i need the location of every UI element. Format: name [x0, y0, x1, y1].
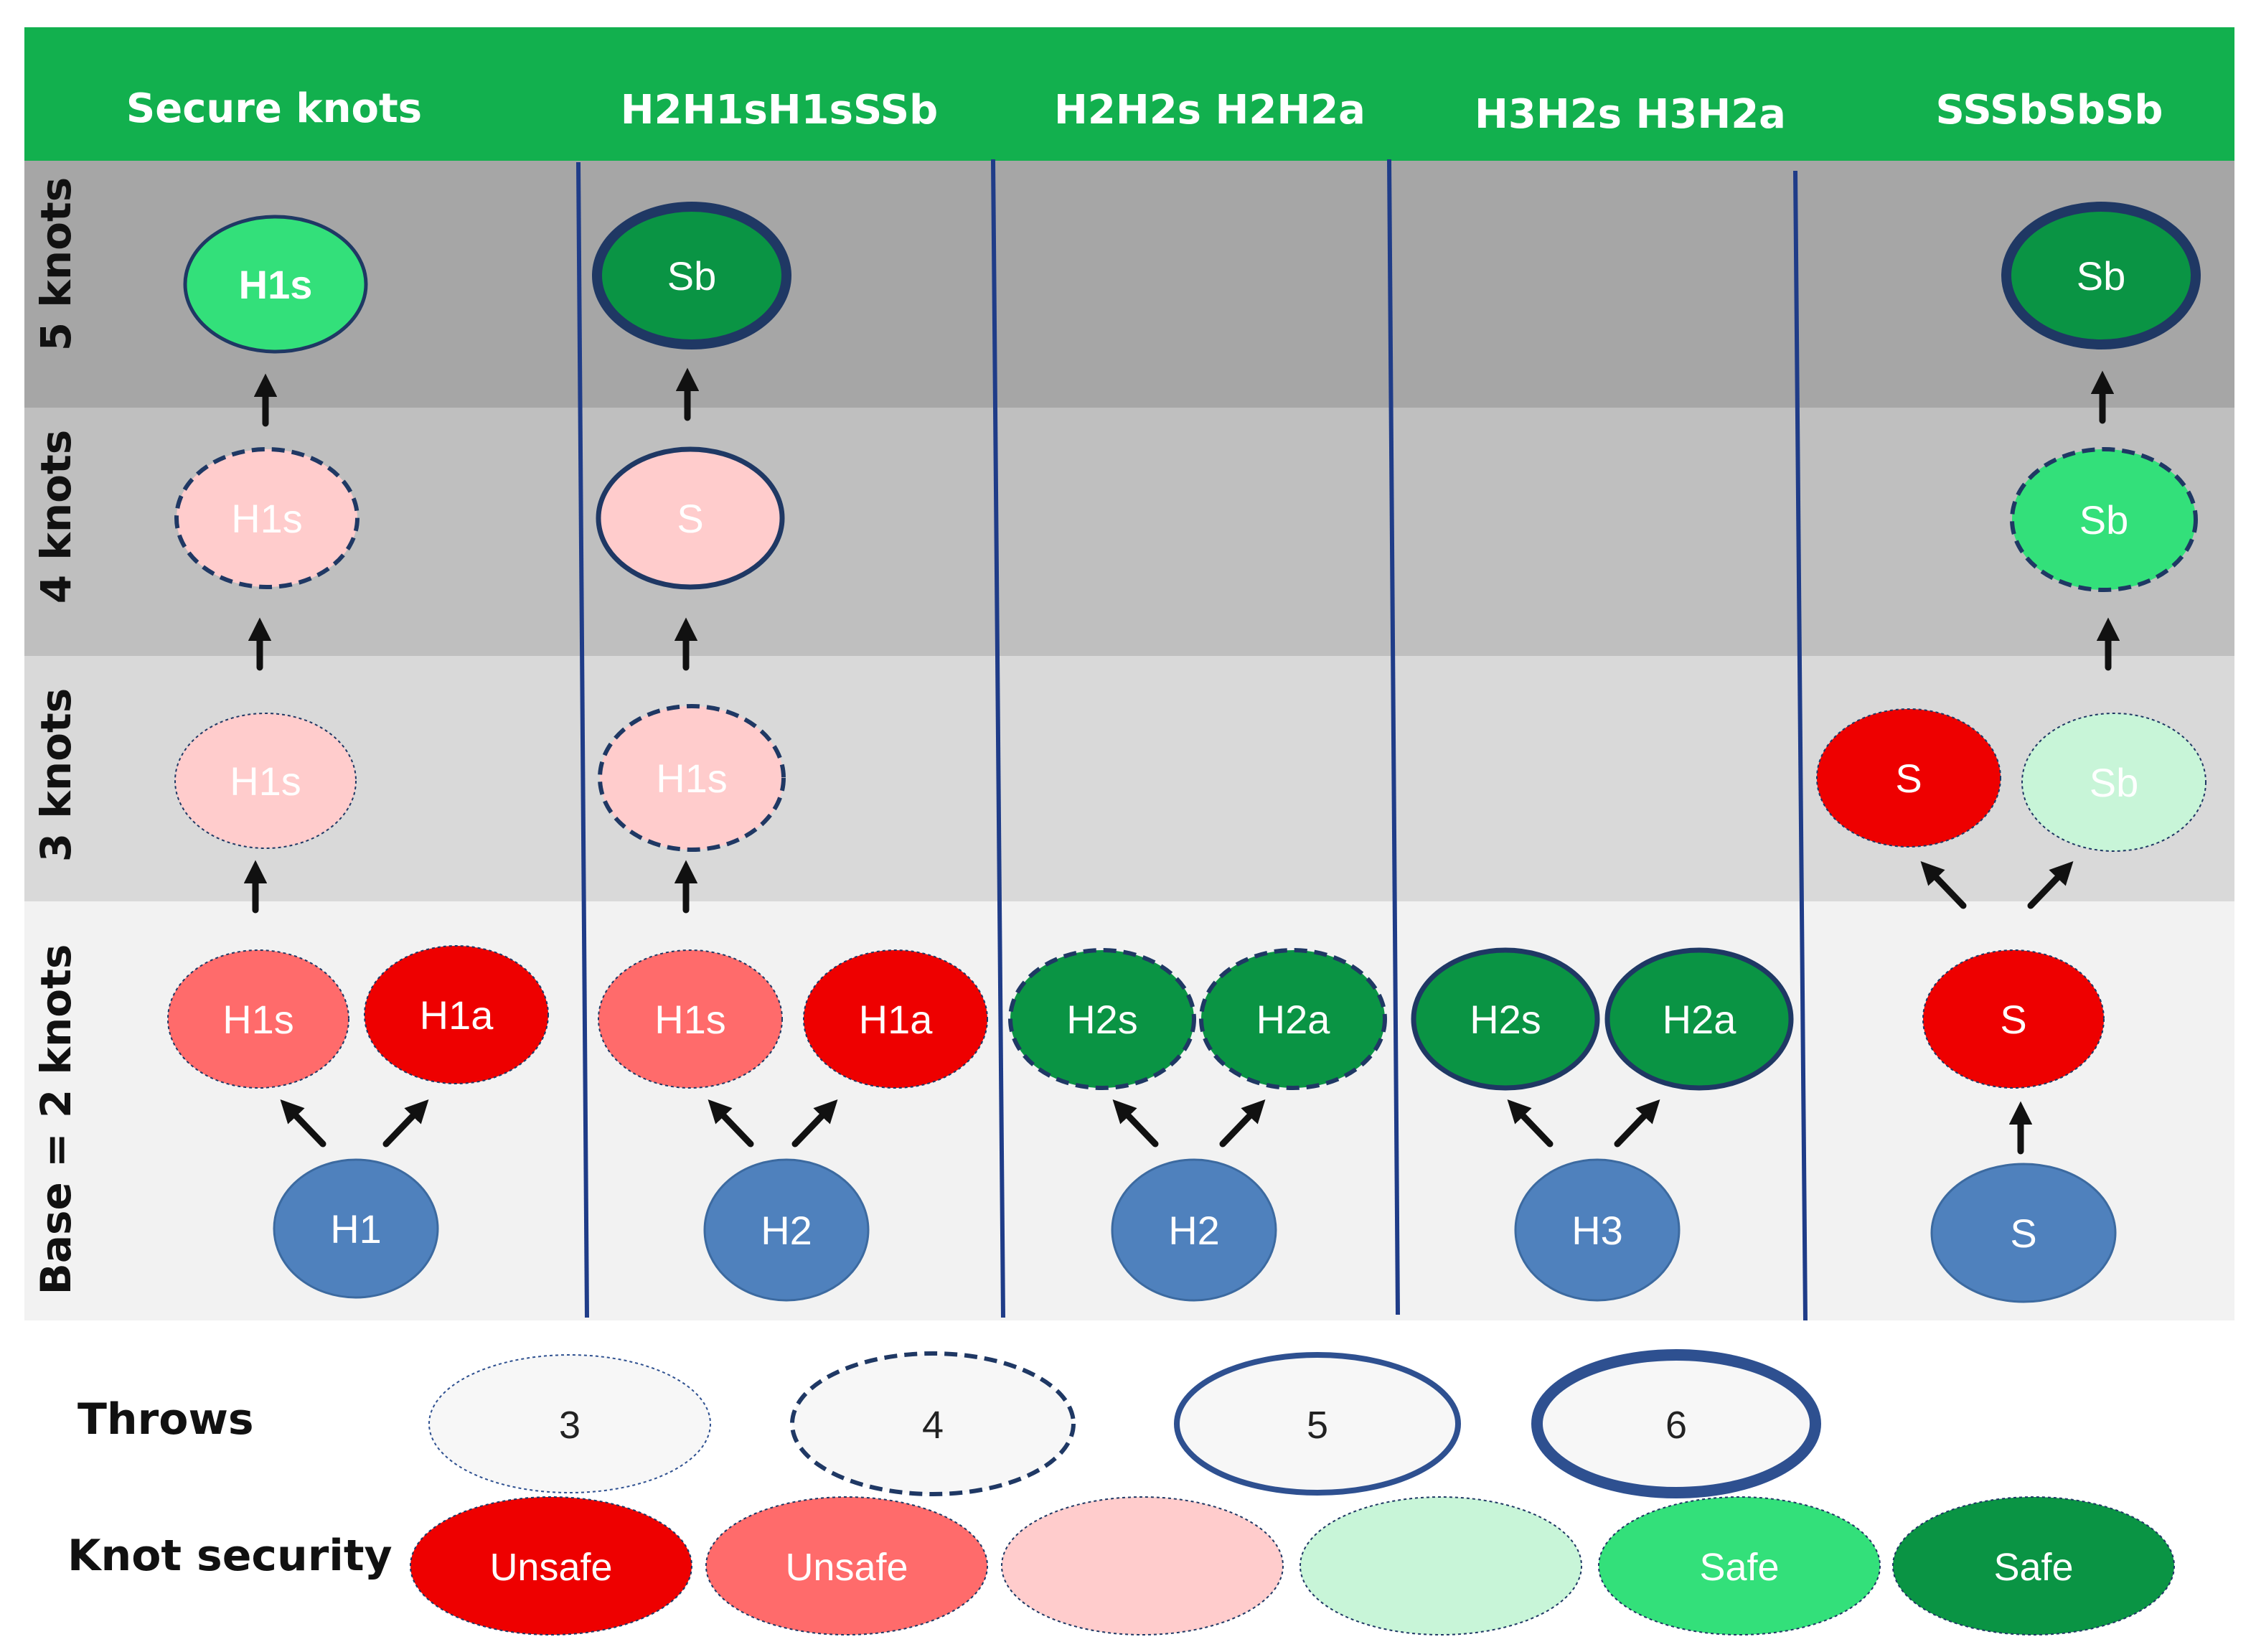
node-c5-base: S [1930, 1163, 2117, 1303]
arrow-diag [2027, 860, 2074, 909]
header-band [24, 27, 2234, 161]
svg-text:H2s: H2s [1066, 997, 1138, 1042]
arrow-diag [1920, 860, 1967, 909]
divider-1 [576, 161, 589, 1318]
node-c4-r2b: H2a [1604, 947, 1794, 1091]
node-c3-base: H2 [1111, 1158, 1277, 1302]
svg-text:H1s: H1s [231, 496, 303, 541]
svg-text:S: S [2000, 997, 2026, 1042]
svg-text:H1s: H1s [230, 759, 301, 804]
legend-security-safe-light [1299, 1496, 1582, 1635]
row-band-5 [24, 161, 2234, 408]
arrow-diag [382, 1099, 429, 1148]
divider-4 [1793, 170, 1808, 1321]
arrow-diag [791, 1099, 838, 1148]
svg-text:H1s: H1s [654, 997, 726, 1042]
svg-text:H1s: H1s [656, 756, 728, 801]
svg-text:Unsafe: Unsafe [785, 1546, 908, 1589]
svg-text:5: 5 [1307, 1404, 1328, 1447]
node-c1-r4: H1s [174, 447, 359, 589]
svg-text:H2s: H2s [1470, 997, 1541, 1042]
svg-text:3: 3 [559, 1404, 581, 1447]
arrow-diag [1507, 1099, 1554, 1148]
svg-text:Sb: Sb [2079, 497, 2129, 543]
node-c2-r4: S [596, 446, 785, 590]
arrow-diag [1112, 1099, 1159, 1148]
legend-security-label: Knot security [67, 1531, 393, 1581]
legend-throw-6: 6 [1531, 1349, 1821, 1498]
col-header-sssb: SSSbSbSb [1936, 87, 2163, 133]
node-c3-r2b: H2a [1199, 948, 1387, 1090]
svg-text:Sb: Sb [2077, 253, 2126, 299]
arrow-diag [1219, 1099, 1266, 1148]
legend-security-safe-mid: Safe [1598, 1496, 1881, 1635]
row-label-5: 5 knots [32, 177, 80, 352]
row-band-4 [24, 408, 2234, 656]
row-label-4: 4 knots [32, 430, 80, 604]
svg-text:H1s: H1s [239, 262, 313, 307]
row-label-2: Base = 2 knots [32, 944, 80, 1295]
svg-text:H2: H2 [761, 1208, 812, 1253]
arrow-diag [708, 1099, 754, 1148]
col-header-h2h2: H2H2s H2H2a [1054, 87, 1366, 133]
legend-throw-3: 3 [428, 1354, 711, 1493]
legend-throw-5: 5 [1174, 1352, 1461, 1496]
col-header-h3h2: H3H2s H3H2a [1475, 91, 1786, 138]
node-c1-r3: H1s [174, 713, 357, 849]
col-header-secure: Secure knots [126, 85, 422, 132]
node-c3-r2a: H2s [1008, 948, 1196, 1090]
node-c1-r5: H1s [183, 215, 368, 354]
node-c1-base: H1 [273, 1158, 439, 1299]
node-c5-r5: Sb [2001, 202, 2201, 349]
svg-text:H3: H3 [1571, 1208, 1623, 1253]
col-header-h2h1: H2H1sH1sSSb [621, 87, 938, 133]
svg-text:H2a: H2a [1663, 997, 1737, 1042]
svg-text:H1s: H1s [222, 997, 294, 1042]
node-c2-r2a: H1s [598, 949, 783, 1089]
legend-security-unsafe-mid: Unsafe [705, 1496, 988, 1635]
svg-text:Safe: Safe [1699, 1546, 1779, 1589]
legend-throw-4: 4 [790, 1351, 1076, 1496]
svg-text:H1: H1 [330, 1206, 382, 1252]
node-c5-r3b: Sb [2021, 713, 2206, 852]
node-c1-r2b: H1a [364, 945, 549, 1084]
arrow-diag [1614, 1099, 1660, 1148]
arrows [243, 367, 2120, 1155]
svg-text:H1a: H1a [859, 997, 934, 1042]
divider-2 [991, 159, 1005, 1318]
svg-text:S: S [677, 496, 703, 541]
svg-text:H2: H2 [1168, 1208, 1220, 1253]
node-c2-r3: H1s [598, 704, 786, 852]
legend-security-unsafe-dark: Unsafe [410, 1496, 692, 1635]
node-c5-r3a: S [1816, 708, 2001, 848]
node-c5-r2: S [1922, 949, 2105, 1089]
legend-security-unsafe-light [1001, 1496, 1284, 1635]
svg-text:Sb: Sb [667, 253, 717, 299]
svg-text:H2a: H2a [1256, 997, 1331, 1042]
svg-text:4: 4 [922, 1404, 944, 1447]
node-c4-r2a: H2s [1411, 947, 1600, 1091]
row-label-3: 3 knots [32, 688, 80, 863]
node-c1-r2a: H1s [167, 949, 349, 1089]
svg-text:Safe: Safe [1993, 1546, 2073, 1589]
svg-text:S: S [2010, 1211, 2036, 1256]
legend-security-safe-dark: Safe [1892, 1496, 2175, 1635]
node-c5-r4: Sb [2010, 447, 2198, 592]
svg-text:Sb: Sb [2090, 760, 2139, 805]
node-c2-base: H2 [703, 1158, 870, 1302]
svg-text:H1a: H1a [420, 992, 494, 1038]
divider-3 [1387, 159, 1400, 1315]
svg-text:Unsafe: Unsafe [489, 1546, 612, 1589]
arrow-diag [280, 1099, 326, 1148]
node-c4-base: H3 [1514, 1158, 1681, 1302]
svg-text:S: S [1895, 756, 1922, 801]
node-c2-r5: Sb [592, 202, 791, 349]
svg-text:6: 6 [1665, 1404, 1687, 1447]
node-c2-r2b: H1a [803, 949, 988, 1089]
legend-throws-label: Throws [77, 1394, 254, 1445]
